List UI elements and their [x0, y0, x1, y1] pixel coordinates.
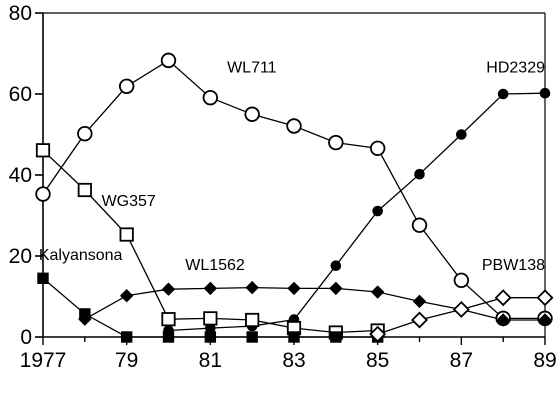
data-point-wl1562	[245, 280, 259, 295]
x-tick-label: 83	[282, 349, 305, 372]
data-point-wl1562	[496, 313, 510, 327]
data-point-hd2329	[539, 87, 551, 99]
data-point-wl1562	[538, 313, 552, 327]
data-point-wl711	[244, 106, 260, 122]
data-point-hd2329	[456, 129, 467, 140]
data-point-kalyansona	[37, 272, 49, 284]
data-point-pbw138	[369, 325, 387, 343]
series-line-wl711	[42, 59, 545, 320]
data-point-wg357	[77, 182, 92, 198]
y-tick-label: 0	[20, 326, 32, 349]
x-tick-label: 87	[450, 349, 473, 372]
data-point-wl1562	[287, 281, 301, 296]
data-point-wl1562	[370, 285, 385, 299]
data-point-wg357	[35, 143, 51, 158]
y-tick-label: 60	[9, 83, 32, 106]
data-point-wl1562	[203, 281, 218, 296]
data-point-wl711	[369, 140, 386, 156]
series-label-pbw138: PBW138	[482, 257, 545, 274]
data-point-wl711	[202, 89, 219, 106]
x-tick-label: 85	[366, 349, 389, 372]
data-point-kalyansona	[246, 331, 258, 343]
data-point-pbw138	[452, 300, 470, 318]
data-point-wl711	[35, 186, 51, 202]
data-point-pbw138	[411, 311, 428, 329]
series-label-kalyansona: Kalyansona	[39, 247, 123, 264]
data-point-hd2329	[414, 168, 425, 180]
data-point-wl711	[411, 217, 428, 233]
series-label-hd2329: HD2329	[486, 60, 545, 77]
series-labels: WL711 HD2329 WG357 Kalyansona WL1562 PBW138	[39, 60, 545, 275]
data-point-wg357	[119, 227, 134, 242]
x-tick-label: 89	[533, 349, 556, 372]
data-point-pbw138	[494, 289, 512, 307]
y-tick-label: 40	[9, 164, 32, 187]
series-label-wl1562: WL1562	[185, 257, 245, 274]
data-point-kalyansona	[120, 331, 133, 343]
data-point-wl711	[118, 78, 135, 95]
series-markers-pbw138	[369, 289, 554, 343]
data-point-wg357	[203, 311, 218, 326]
axes: 0 20 40 60 80 1977 79 81 83 85 87 89	[9, 2, 557, 372]
data-point-wl711	[453, 272, 470, 289]
series-line-hd2329	[168, 92, 546, 332]
data-point-kalyansona	[288, 331, 300, 343]
series-line-wg357	[42, 149, 378, 334]
x-tick-label: 1977	[20, 349, 67, 372]
data-point-wl711	[160, 52, 177, 69]
data-point-wg357	[245, 312, 260, 328]
data-point-wl1562	[329, 281, 343, 296]
series-markers-hd2329	[163, 87, 551, 336]
x-tick-label: 81	[199, 349, 222, 372]
data-point-kalyansona	[162, 331, 175, 343]
data-point-wg357	[161, 312, 176, 327]
x-tick-label: 79	[115, 349, 138, 372]
data-point-pbw138	[536, 289, 554, 307]
data-point-kalyansona	[204, 331, 217, 343]
data-point-wl1562	[119, 288, 134, 303]
data-point-wl711	[328, 134, 344, 151]
data-point-wl711	[77, 125, 93, 142]
data-point-kalyansona	[330, 331, 342, 343]
y-tick-label: 80	[9, 2, 32, 25]
data-point-hd2329	[330, 260, 342, 272]
data-point-kalyansona	[79, 308, 91, 320]
data-point-hd2329	[497, 88, 509, 100]
series-markers	[35, 52, 554, 343]
series-label-wl711: WL711	[227, 60, 277, 77]
data-point-wl1562	[412, 294, 427, 309]
series-label-wg357: WG357	[102, 193, 156, 210]
data-point-wl711	[286, 118, 302, 134]
data-point-wl1562	[161, 282, 176, 296]
series-line-wl1562	[84, 286, 545, 321]
data-point-hd2329	[372, 205, 383, 217]
y-tick-label: 20	[9, 245, 32, 268]
